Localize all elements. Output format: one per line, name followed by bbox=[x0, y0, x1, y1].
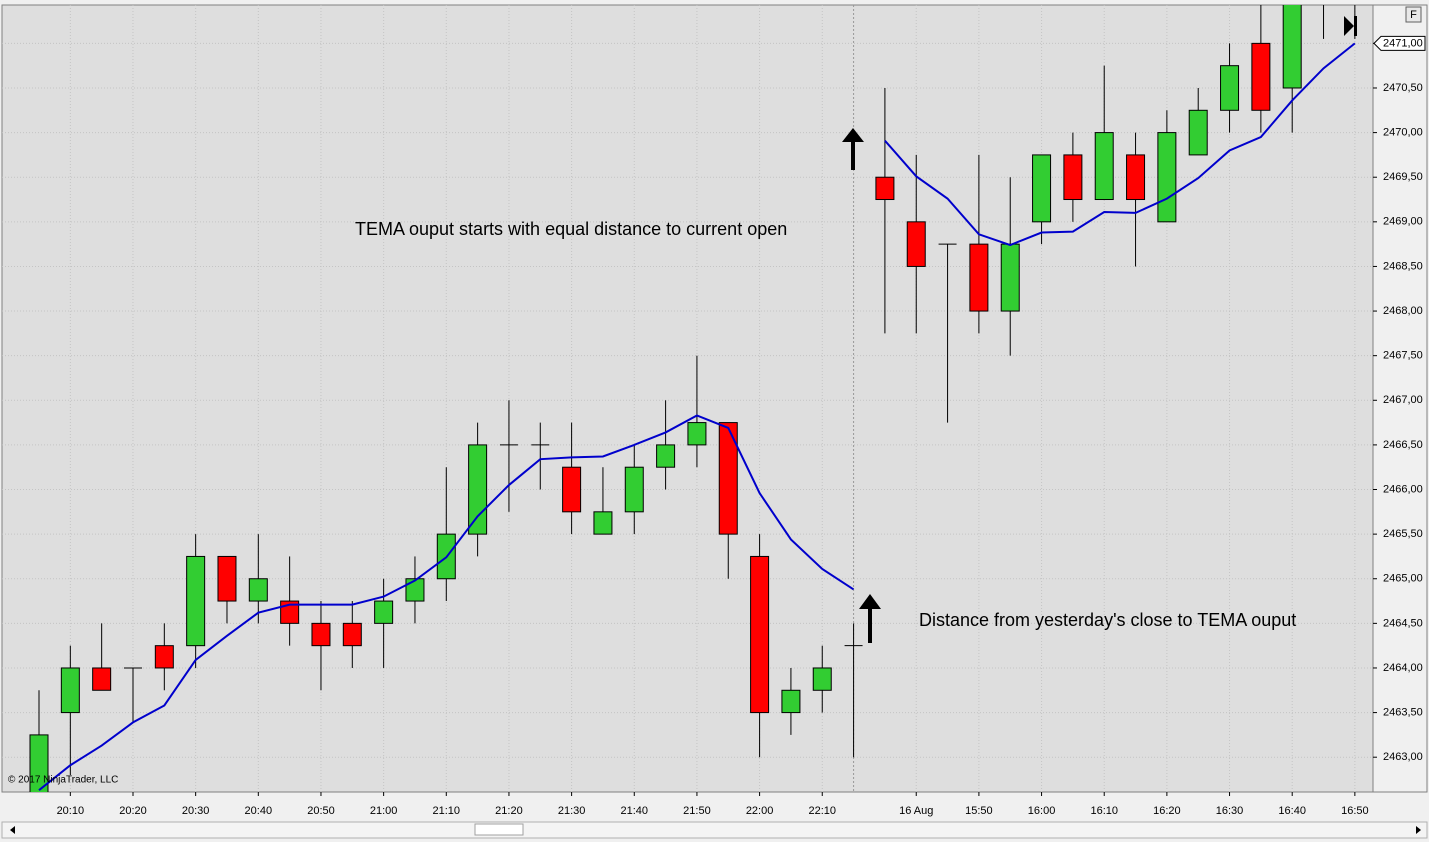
y-tick-label: 2466,50 bbox=[1383, 439, 1423, 451]
x-tick-label: 21:40 bbox=[621, 805, 649, 817]
scroll-right[interactable] bbox=[1416, 826, 1421, 834]
y-tick-label: 2465,50 bbox=[1383, 528, 1423, 540]
f-button[interactable] bbox=[1405, 6, 1422, 23]
x-tick-label: 20:10 bbox=[57, 805, 85, 817]
price-marker bbox=[1373, 35, 1426, 51]
annotation: Distance from yesterday's close to TEMA … bbox=[919, 610, 1296, 630]
candle-body bbox=[875, 176, 895, 201]
y-tick-label: 2469,00 bbox=[1383, 216, 1423, 228]
x-tick-label: 20:30 bbox=[182, 805, 210, 817]
x-tick-label: 20:20 bbox=[119, 805, 147, 817]
x-tick-label: 16:30 bbox=[1216, 805, 1244, 817]
candle-body bbox=[624, 466, 644, 513]
candle-body bbox=[311, 622, 331, 647]
x-tick-label: 20:50 bbox=[307, 805, 335, 817]
x-tick-label: 16:10 bbox=[1090, 805, 1118, 817]
copyright: © 2017 NinjaTrader, LLC bbox=[8, 775, 118, 786]
marks bbox=[29, 5, 1356, 792]
candle-body bbox=[374, 600, 394, 624]
x-tick-label: 16 Aug bbox=[899, 805, 933, 817]
candle-body bbox=[405, 578, 425, 602]
candle-body bbox=[593, 511, 613, 535]
annotation: TEMA ouput starts with equal distance to… bbox=[355, 219, 787, 239]
x-tick-label: 20:40 bbox=[245, 805, 273, 817]
scroll-left[interactable] bbox=[10, 826, 15, 834]
candle-body bbox=[812, 667, 832, 691]
candle-body bbox=[718, 422, 738, 535]
y-tick-label: 2470,50 bbox=[1383, 82, 1423, 94]
x-tick-label: 16:20 bbox=[1153, 805, 1181, 817]
y-tick-label: 2468,00 bbox=[1383, 305, 1423, 317]
y-tick-label: 2463,00 bbox=[1383, 751, 1423, 763]
tema-line bbox=[38, 414, 855, 791]
y-tick-label: 2467,00 bbox=[1383, 394, 1423, 406]
candle-body bbox=[562, 466, 582, 513]
candle-body bbox=[154, 645, 174, 669]
candle-body bbox=[687, 422, 707, 446]
y-tick-label: 2465,00 bbox=[1383, 573, 1423, 585]
grid bbox=[2, 5, 1373, 792]
candle-body bbox=[1000, 243, 1020, 312]
candle-body bbox=[60, 667, 80, 714]
f-button-label: F bbox=[1410, 9, 1417, 21]
scroll-thumb[interactable] bbox=[474, 823, 524, 836]
x-tick-label: 21:10 bbox=[433, 805, 461, 817]
candle-body bbox=[92, 667, 112, 691]
y-tick-label: 2464,50 bbox=[1383, 617, 1423, 629]
x-tick-label: 21:50 bbox=[683, 805, 711, 817]
candle-body bbox=[468, 444, 488, 535]
candle-body bbox=[750, 555, 770, 714]
x-tick-label: 21:20 bbox=[495, 805, 523, 817]
go-to-end-icon[interactable] bbox=[1344, 16, 1357, 36]
candle-body bbox=[781, 689, 801, 714]
x-tick-label: 21:00 bbox=[370, 805, 398, 817]
candle-body bbox=[906, 221, 926, 267]
scrollbar[interactable] bbox=[1, 821, 1428, 839]
axes: 2463,00 2463,50 2464,00 2464,50 2465,00 2465,… bbox=[57, 35, 1426, 817]
x-tick-label: 16:40 bbox=[1278, 805, 1306, 817]
candle-body bbox=[217, 555, 237, 602]
candle-body bbox=[1032, 154, 1052, 223]
y-tick-label: 2466,00 bbox=[1383, 483, 1423, 495]
candle-body bbox=[656, 444, 676, 468]
arrow bbox=[842, 128, 864, 170]
candle-body bbox=[1282, 5, 1302, 89]
candle-body bbox=[1251, 42, 1271, 111]
candle-body bbox=[186, 555, 206, 647]
x-tick-label: 16:00 bbox=[1028, 805, 1056, 817]
x-tick-label: 15:50 bbox=[965, 805, 993, 817]
candle-body bbox=[1063, 154, 1083, 201]
y-tick-label: 2468,50 bbox=[1383, 260, 1423, 272]
plot-area bbox=[1, 4, 1374, 793]
y-tick-label: 2469,50 bbox=[1383, 171, 1423, 183]
candle-body bbox=[1220, 65, 1240, 111]
arrow bbox=[859, 594, 881, 643]
y-axis-panel bbox=[1372, 4, 1428, 793]
y-tick-label: 2464,00 bbox=[1383, 662, 1423, 674]
candle-body bbox=[969, 243, 989, 312]
candle-body bbox=[1157, 132, 1177, 223]
candle-body bbox=[342, 622, 362, 647]
candle-body bbox=[248, 578, 268, 602]
tema-line bbox=[884, 42, 1356, 247]
x-tick-label: 22:10 bbox=[808, 805, 836, 817]
x-tick-label: 22:00 bbox=[746, 805, 774, 817]
x-tick-label: 21:30 bbox=[558, 805, 586, 817]
candle-body bbox=[29, 734, 49, 792]
y-tick-label: 2463,50 bbox=[1383, 706, 1423, 718]
y-tick-label: 2470,00 bbox=[1383, 127, 1423, 139]
candle-body bbox=[1188, 109, 1208, 156]
x-tick-label: 16:50 bbox=[1341, 805, 1369, 817]
candle-body bbox=[1126, 154, 1146, 201]
y-tick-label: 2467,50 bbox=[1383, 350, 1423, 362]
candle-body bbox=[1094, 132, 1114, 201]
y-tick-label: 2471,00 bbox=[1383, 37, 1423, 49]
